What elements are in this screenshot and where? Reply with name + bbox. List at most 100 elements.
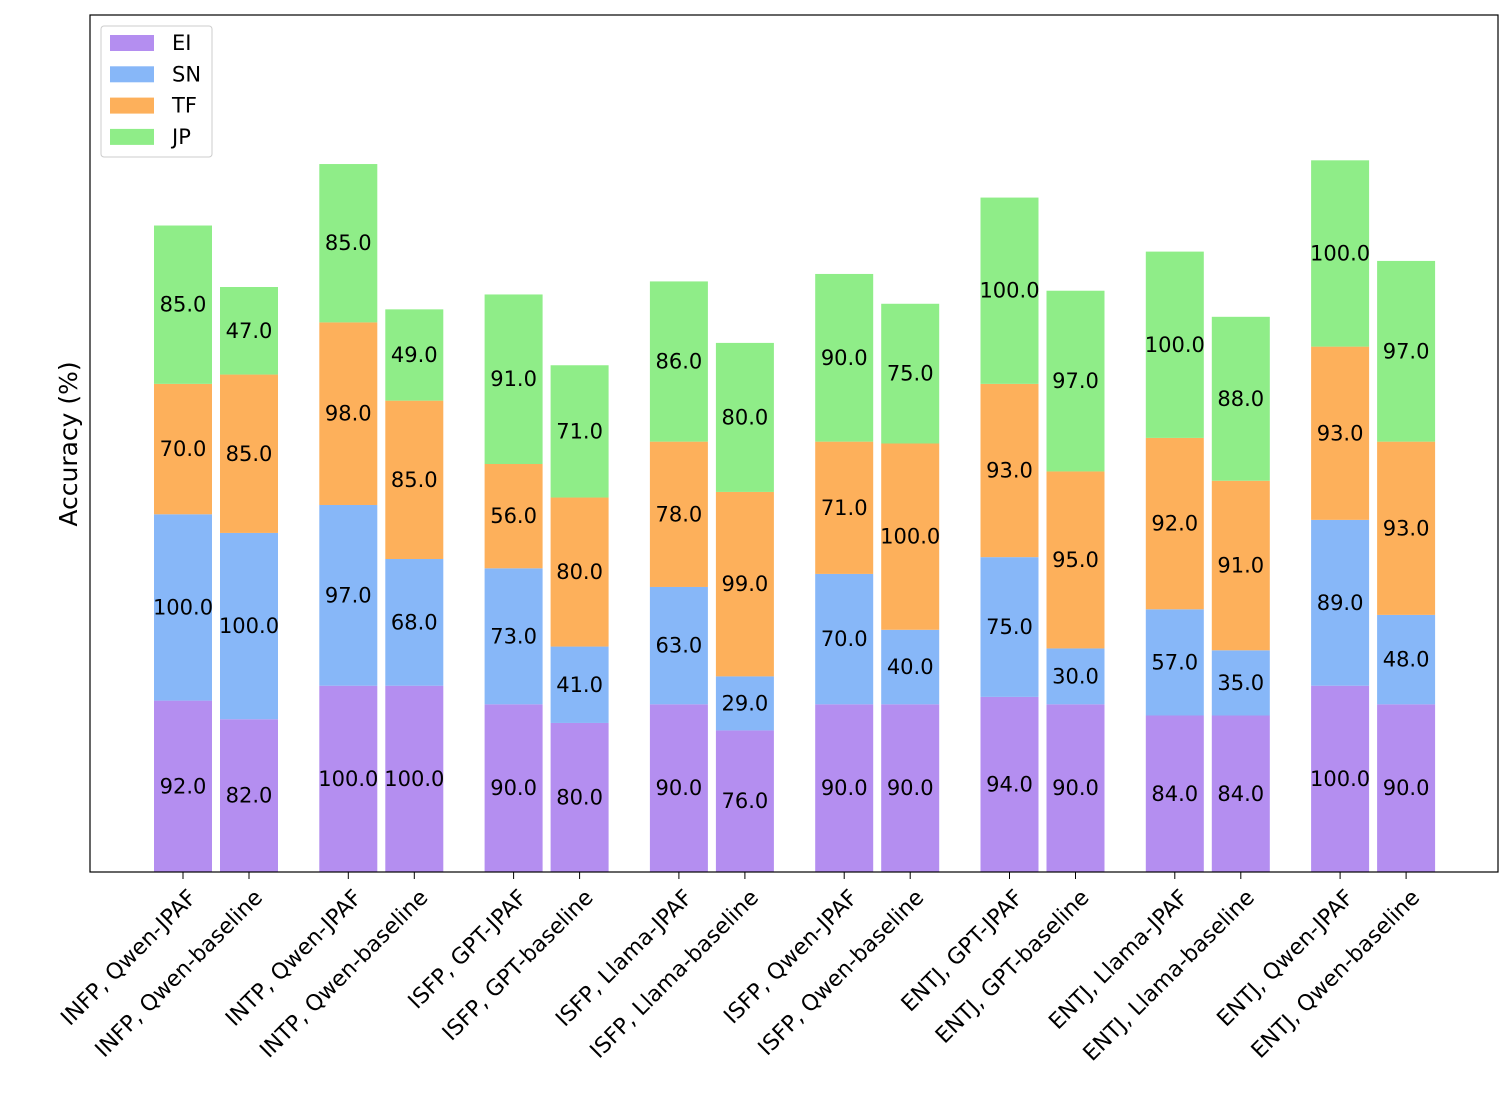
bar-tf-isfp-llama-jpaf bbox=[649, 441, 708, 587]
data-label-sn-entj-qwen-baseline: 48.0 bbox=[1383, 648, 1430, 672]
data-label-jp-intp-qwen-jpaf: 85.0 bbox=[325, 231, 372, 255]
data-label-tf-entj-qwen-jpaf: 93.0 bbox=[1317, 421, 1364, 445]
bar-tf-isfp-gpt-baseline bbox=[550, 497, 609, 647]
data-label-sn-intp-qwen-jpaf: 97.0 bbox=[325, 583, 372, 607]
bar-jp-entj-gpt-jpaf bbox=[980, 197, 1039, 384]
bar-ei-isfp-llama-baseline bbox=[715, 730, 774, 872]
bar-sn-entj-qwen-jpaf bbox=[1311, 519, 1370, 686]
data-label-tf-entj-qwen-baseline: 93.0 bbox=[1383, 516, 1430, 540]
plot-frame bbox=[89, 14, 1499, 873]
data-label-ei-entj-gpt-baseline: 90.0 bbox=[1052, 776, 1099, 800]
segment-labels-group: 92.0 100.0 70.0 85.0 82.0 100.0 85.0 47.0 100.0 9… bbox=[153, 231, 1430, 813]
data-label-tf-infp-qwen-jpaf: 70.0 bbox=[160, 437, 207, 461]
bar-sn-infp-qwen-baseline bbox=[220, 532, 278, 720]
legend-label-ei: EI bbox=[172, 31, 191, 55]
data-label-jp-isfp-gpt-baseline: 71.0 bbox=[556, 419, 603, 443]
data-label-tf-intp-qwen-jpaf: 98.0 bbox=[325, 402, 372, 426]
data-label-jp-entj-llama-baseline: 88.0 bbox=[1217, 387, 1264, 411]
data-label-jp-intp-qwen-baseline: 49.0 bbox=[391, 343, 438, 367]
bar-ei-intp-qwen-jpaf bbox=[319, 685, 378, 872]
data-label-sn-isfp-gpt-baseline: 41.0 bbox=[556, 673, 603, 697]
bar-jp-intp-qwen-baseline bbox=[385, 309, 444, 401]
data-label-tf-entj-gpt-baseline: 95.0 bbox=[1052, 548, 1099, 572]
bar-tf-isfp-qwen-jpaf bbox=[815, 441, 874, 574]
y-axis-label: Accuracy (%) bbox=[54, 361, 83, 526]
data-label-jp-entj-qwen-baseline: 97.0 bbox=[1383, 339, 1430, 363]
data-label-ei-entj-llama-baseline: 84.0 bbox=[1217, 782, 1264, 806]
bar-sn-isfp-qwen-baseline bbox=[881, 629, 940, 705]
bar-sn-entj-llama-jpaf bbox=[1145, 609, 1204, 716]
bar-sn-intp-qwen-baseline bbox=[385, 559, 444, 686]
data-label-jp-isfp-gpt-jpaf: 91.0 bbox=[490, 367, 537, 391]
bar-sn-entj-gpt-jpaf bbox=[980, 557, 1039, 697]
data-label-sn-entj-llama-baseline: 35.0 bbox=[1217, 671, 1264, 695]
legend-swatch-jp bbox=[110, 128, 154, 145]
data-label-sn-entj-gpt-baseline: 30.0 bbox=[1052, 664, 1099, 688]
data-label-jp-entj-gpt-baseline: 97.0 bbox=[1052, 369, 1099, 393]
bar-ei-intp-qwen-baseline bbox=[385, 685, 444, 872]
bar-ei-isfp-qwen-baseline bbox=[881, 704, 940, 872]
data-label-ei-isfp-llama-jpaf: 90.0 bbox=[656, 776, 703, 800]
data-label-jp-isfp-llama-baseline: 80.0 bbox=[722, 405, 769, 429]
legend: EI SN TF JP bbox=[100, 25, 213, 158]
bar-jp-intp-qwen-jpaf bbox=[319, 164, 378, 323]
bar-jp-entj-llama-baseline bbox=[1211, 316, 1270, 481]
data-label-ei-intp-qwen-baseline: 100.0 bbox=[384, 767, 444, 791]
bar-ei-entj-llama-baseline bbox=[1211, 715, 1270, 872]
data-label-ei-intp-qwen-jpaf: 100.0 bbox=[318, 767, 378, 791]
legend-label-jp: JP bbox=[170, 125, 191, 149]
bar-jp-isfp-llama-baseline bbox=[715, 342, 774, 492]
bar-tf-isfp-qwen-baseline bbox=[881, 443, 940, 630]
data-label-ei-isfp-qwen-jpaf: 90.0 bbox=[821, 776, 868, 800]
data-label-ei-entj-qwen-jpaf: 100.0 bbox=[1310, 767, 1370, 791]
bar-sn-isfp-qwen-jpaf bbox=[815, 573, 874, 705]
bar-jp-isfp-gpt-baseline bbox=[550, 365, 609, 498]
bar-sn-isfp-llama-baseline bbox=[715, 676, 774, 731]
bar-tf-entj-gpt-baseline bbox=[1046, 471, 1105, 649]
bar-tf-entj-qwen-baseline bbox=[1377, 441, 1436, 615]
data-label-tf-entj-llama-baseline: 91.0 bbox=[1217, 554, 1264, 578]
bar-tf-isfp-llama-baseline bbox=[715, 491, 774, 677]
data-label-ei-entj-gpt-jpaf: 94.0 bbox=[986, 772, 1033, 796]
bar-tf-isfp-gpt-jpaf bbox=[484, 463, 543, 569]
data-label-ei-infp-qwen-baseline: 82.0 bbox=[226, 784, 273, 808]
bar-sn-isfp-gpt-baseline bbox=[550, 646, 609, 723]
bar-jp-infp-qwen-jpaf bbox=[154, 225, 212, 384]
bar-sn-isfp-llama-jpaf bbox=[649, 586, 708, 705]
data-label-jp-isfp-qwen-baseline: 75.0 bbox=[887, 362, 934, 386]
bar-ei-infp-qwen-baseline bbox=[220, 719, 278, 872]
data-label-tf-infp-qwen-baseline: 85.0 bbox=[226, 442, 273, 466]
legend-label-sn: SN bbox=[172, 62, 201, 86]
bar-ei-isfp-qwen-jpaf bbox=[815, 704, 874, 872]
bar-ei-entj-llama-jpaf bbox=[1145, 715, 1204, 872]
bar-sn-entj-qwen-baseline bbox=[1377, 614, 1436, 705]
data-label-tf-isfp-gpt-baseline: 80.0 bbox=[556, 560, 603, 584]
bar-sn-infp-qwen-jpaf bbox=[154, 514, 212, 701]
bar-tf-entj-gpt-jpaf bbox=[980, 383, 1039, 558]
data-label-sn-isfp-gpt-jpaf: 73.0 bbox=[490, 624, 537, 648]
data-label-jp-entj-qwen-jpaf: 100.0 bbox=[1310, 241, 1370, 265]
bar-sn-intp-qwen-jpaf bbox=[319, 504, 378, 686]
data-label-tf-isfp-llama-baseline: 99.0 bbox=[722, 572, 769, 596]
data-label-jp-isfp-qwen-jpaf: 90.0 bbox=[821, 346, 868, 370]
bar-tf-entj-llama-baseline bbox=[1211, 480, 1270, 651]
legend-swatch-sn bbox=[110, 66, 154, 83]
bar-jp-entj-qwen-jpaf bbox=[1311, 160, 1370, 347]
bar-jp-isfp-gpt-jpaf bbox=[484, 294, 543, 464]
data-label-tf-entj-llama-jpaf: 92.0 bbox=[1151, 512, 1198, 536]
data-label-jp-infp-qwen-baseline: 47.0 bbox=[226, 319, 273, 343]
data-label-jp-entj-llama-jpaf: 100.0 bbox=[1145, 333, 1205, 357]
data-label-sn-intp-qwen-baseline: 68.0 bbox=[391, 610, 438, 634]
bar-ei-entj-gpt-baseline bbox=[1046, 704, 1105, 872]
legend-swatch-tf bbox=[110, 97, 154, 114]
bar-ei-infp-qwen-jpaf bbox=[154, 700, 212, 872]
bar-ei-isfp-gpt-baseline bbox=[550, 722, 609, 872]
data-label-jp-isfp-llama-jpaf: 86.0 bbox=[656, 350, 703, 374]
bar-jp-entj-llama-jpaf bbox=[1145, 251, 1204, 438]
bar-jp-infp-qwen-baseline bbox=[220, 287, 278, 375]
legend-items: EI SN TF JP bbox=[110, 31, 201, 149]
data-label-sn-infp-qwen-jpaf: 100.0 bbox=[153, 595, 213, 619]
bar-tf-intp-qwen-jpaf bbox=[319, 322, 378, 505]
bars-group bbox=[154, 160, 1436, 872]
